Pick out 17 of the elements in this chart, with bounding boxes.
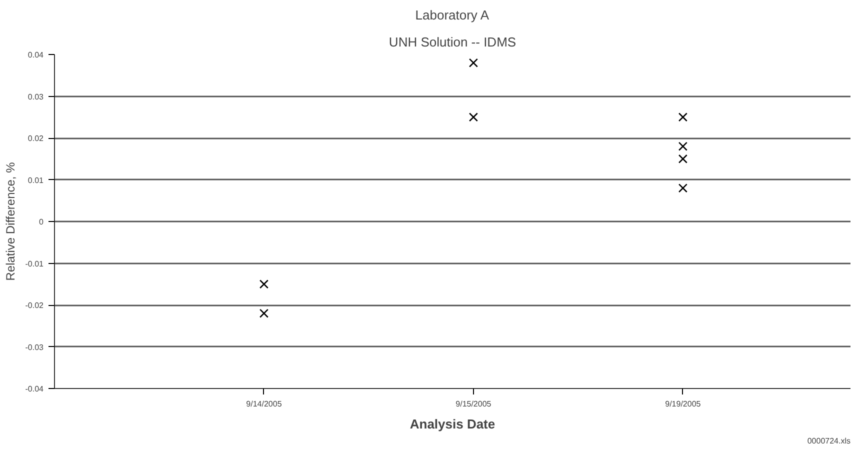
y-tick-label: 0 xyxy=(39,218,44,226)
y-axis-title: Relative Difference, % xyxy=(3,162,18,281)
y-tick-label: 0.04 xyxy=(28,50,44,60)
text: 0000724.xls xyxy=(807,436,851,446)
y-tick-label: 0.01 xyxy=(28,176,44,185)
x-tick-label: 9/14/2005 xyxy=(246,400,282,408)
y-tick-label: -0.03 xyxy=(25,342,44,352)
x-tick-label: 9/15/2005 xyxy=(456,400,492,408)
chart-subtitle: UNH Solution -- IDMS xyxy=(388,34,516,50)
x-axis-title: Analysis Date xyxy=(410,416,496,432)
y-tick-label: 0.03 xyxy=(28,92,44,102)
chart-title: Laboratory A xyxy=(415,8,490,22)
y-tick-label: -0.04 xyxy=(25,384,44,394)
y-tick-label: -0.01 xyxy=(25,259,44,268)
y-tick-label: -0.02 xyxy=(25,301,44,310)
x-tick-label: 9/19/2005 xyxy=(665,400,702,408)
y-tick-label: 0.02 xyxy=(28,134,44,143)
